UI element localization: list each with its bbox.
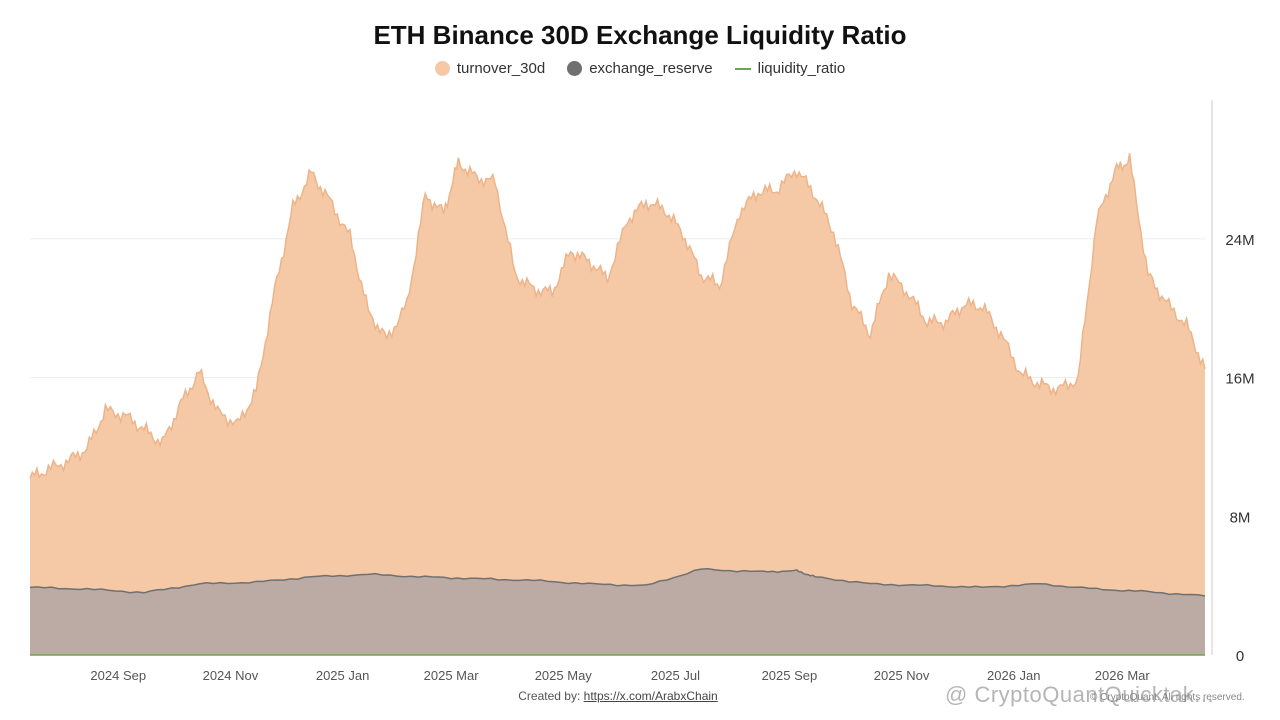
legend-item-reserve[interactable]: exchange_reserve bbox=[567, 60, 713, 77]
x-tick-label: 2025 Jan bbox=[316, 668, 370, 683]
overlay-watermark: @ CryptoQuantQuicktak... bbox=[945, 682, 1215, 707]
circle-icon bbox=[434, 61, 450, 76]
legend-label-ratio: liquidity_ratio bbox=[757, 60, 846, 77]
line-icon bbox=[734, 67, 751, 70]
circle-icon bbox=[567, 61, 583, 76]
x-tick-label: 2026 Mar bbox=[1095, 668, 1151, 683]
credit-label: Created by: bbox=[518, 689, 581, 703]
series-reserve-line bbox=[29, 567, 1206, 597]
legend-label-turnover: turnover_30d bbox=[456, 60, 546, 77]
rights-text: © CryptoQuant. All rights reserved. bbox=[1090, 692, 1245, 703]
credit-link[interactable]: https://x.com/ArabxChain bbox=[583, 689, 718, 703]
series-turnover-line bbox=[29, 153, 1206, 479]
chart-legend: turnover_30d exchange_reserve liquidity_… bbox=[0, 60, 1280, 77]
x-tick-label: 2025 Mar bbox=[424, 668, 480, 683]
chart-title: ETH Binance 30D Exchange Liquidity Ratio bbox=[373, 20, 907, 50]
x-tick-label: 2024 Nov bbox=[203, 668, 259, 683]
y-tick-label: 24M bbox=[1225, 232, 1254, 249]
legend-item-turnover[interactable]: turnover_30d bbox=[434, 60, 546, 77]
x-tick-label: 2026 Jan bbox=[987, 668, 1041, 683]
series-turnover-area bbox=[30, 153, 1205, 655]
x-tick-label: 2025 Nov bbox=[874, 668, 930, 683]
legend-label-reserve: exchange_reserve bbox=[589, 60, 713, 77]
x-tick-label: 2025 Jul bbox=[651, 668, 700, 683]
x-tick-label: 2025 Sep bbox=[762, 668, 818, 683]
credit-line: Created by: https://x.com/ArabxChain bbox=[0, 689, 1236, 703]
series-reserve-area bbox=[30, 568, 1205, 655]
x-tick-label: 2024 Sep bbox=[90, 668, 146, 683]
x-tick-label: 2025 May bbox=[535, 668, 593, 683]
y-tick-label: 0 bbox=[1236, 648, 1244, 665]
y-tick-label: 8M bbox=[1230, 509, 1251, 526]
y-tick-label: 16M bbox=[1225, 371, 1254, 388]
legend-item-ratio[interactable]: liquidity_ratio bbox=[734, 60, 846, 77]
